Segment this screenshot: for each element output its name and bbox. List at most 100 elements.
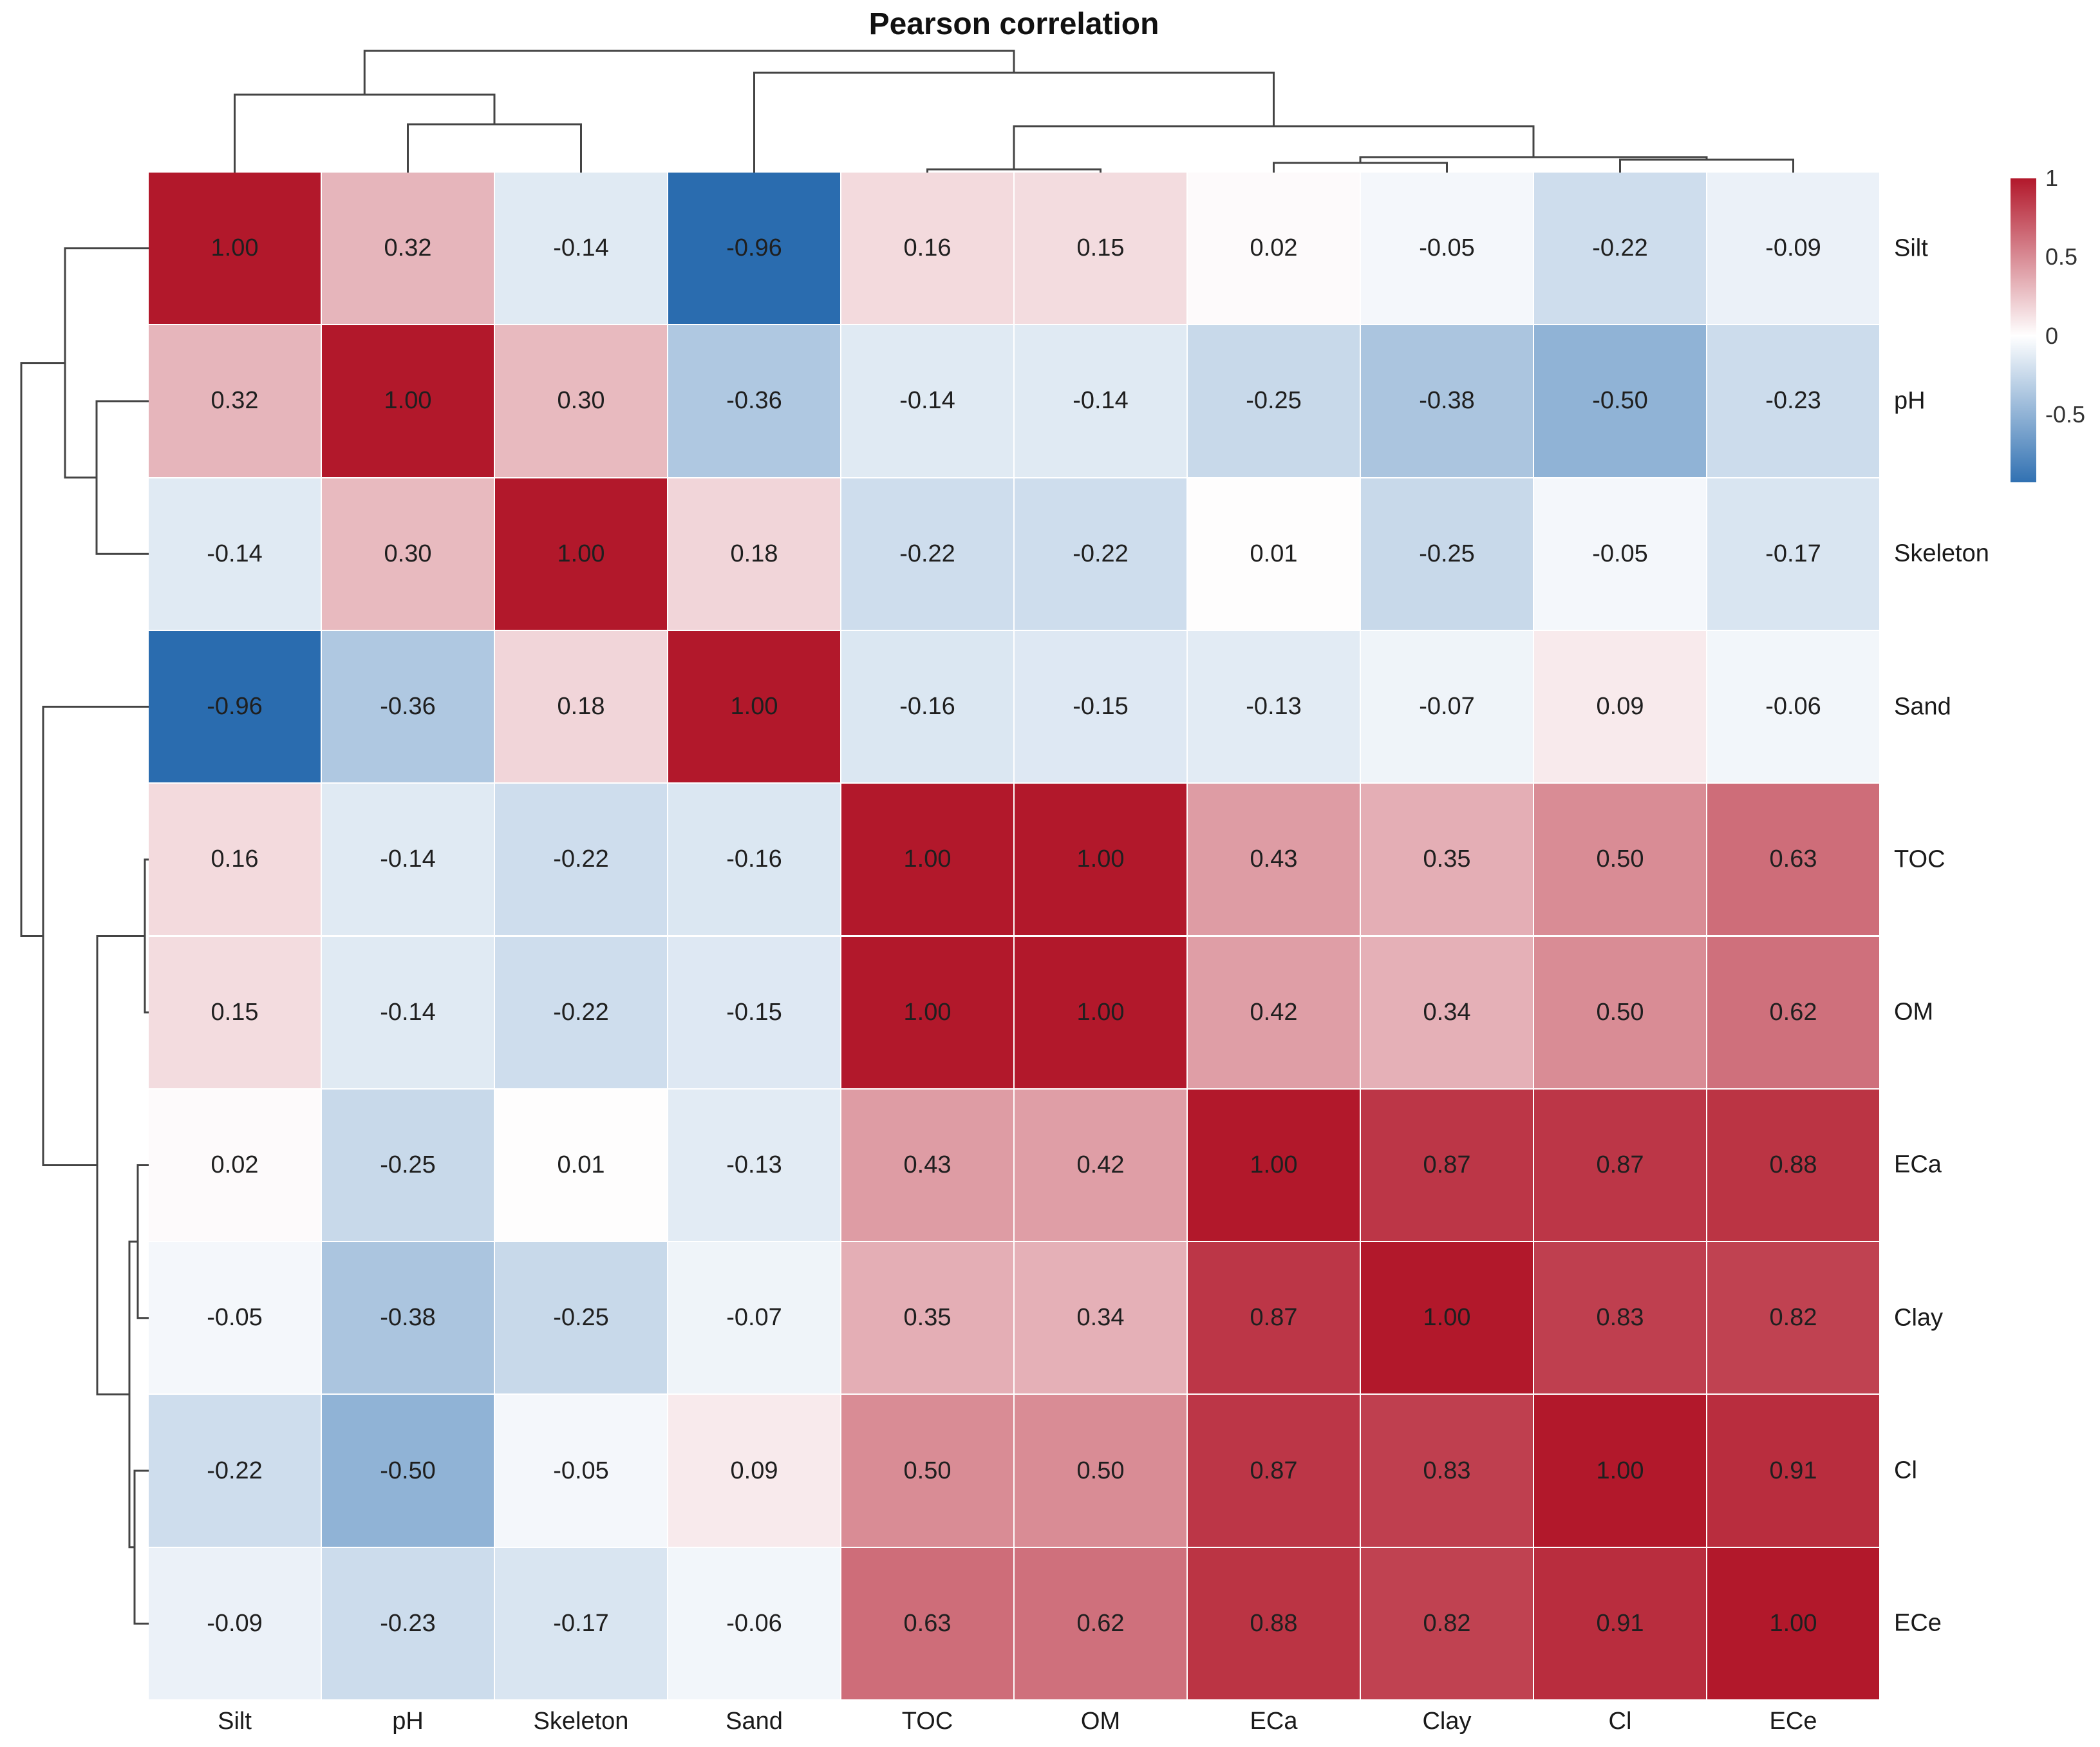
heatmap-cell-pH-Clay: -0.38 (1361, 325, 1533, 477)
heatmap-cell-Skeleton-Silt: -0.14 (149, 478, 321, 630)
col-label-ECe: ECe (1769, 1708, 1817, 1735)
col-label-ECa: ECa (1250, 1708, 1298, 1735)
row-label-TOC: TOC (1894, 845, 1945, 873)
heatmap-cell-ECe-Cl: 0.91 (1534, 1547, 1706, 1699)
heatmap-cell-TOC-Silt: 0.16 (149, 784, 321, 936)
row-label-Skeleton: Skeleton (1894, 540, 1989, 567)
heatmap-cell-TOC-TOC: 1.00 (841, 784, 1013, 936)
row-label-pH: pH (1894, 387, 1926, 415)
heatmap-cell-ECa-Cl: 0.87 (1534, 1089, 1706, 1242)
heatmap-cell-Sand-TOC: -0.16 (841, 630, 1013, 783)
heatmap-cell-TOC-Skeleton: -0.22 (495, 784, 667, 936)
heatmap-cell-ECa-Clay: 0.87 (1361, 1089, 1533, 1242)
heatmap-cell-Clay-Clay: 1.00 (1361, 1242, 1533, 1394)
heatmap-cell-Sand-pH: -0.36 (322, 630, 494, 783)
heatmap-cell-Skeleton-pH: 0.30 (322, 478, 494, 630)
heatmap-cell-Cl-Sand: 0.09 (668, 1395, 840, 1547)
heatmap-cell-Skeleton-Clay: -0.25 (1361, 478, 1533, 630)
heatmap-cell-ECe-ECe: 1.00 (1707, 1547, 1879, 1699)
heatmap-cell-Sand-Clay: -0.07 (1361, 630, 1533, 783)
heatmap-cell-Cl-pH: -0.50 (322, 1395, 494, 1547)
heatmap-cell-ECa-OM: 0.42 (1015, 1089, 1186, 1242)
heatmap-cell-Skeleton-ECe: -0.17 (1707, 478, 1879, 630)
row-label-ECa: ECa (1894, 1151, 1942, 1178)
color-legend-bar (2011, 178, 2036, 482)
legend-tick-0.5: 0.5 (2045, 243, 2078, 270)
heatmap-cell-Skeleton-ECa: 0.01 (1188, 478, 1360, 630)
heatmap-cell-OM-Skeleton: -0.22 (495, 936, 667, 1088)
col-label-OM: OM (1080, 1708, 1121, 1735)
heatmap-cell-Clay-TOC: 0.35 (841, 1242, 1013, 1394)
row-label-Cl: Cl (1894, 1457, 1917, 1484)
heatmap-cell-ECe-Silt: -0.09 (149, 1547, 321, 1699)
heatmap-cell-OM-TOC: 1.00 (841, 936, 1013, 1088)
heatmap-cell-Silt-TOC: 0.16 (841, 173, 1013, 325)
row-label-Clay: Clay (1894, 1304, 1944, 1332)
heatmap-cell-Clay-Skeleton: -0.25 (495, 1242, 667, 1394)
heatmap-cell-pH-OM: -0.14 (1015, 325, 1186, 477)
heatmap-cell-ECe-Skeleton: -0.17 (495, 1547, 667, 1699)
heatmap-cell-ECa-ECa: 1.00 (1188, 1089, 1360, 1242)
heatmap-cell-Sand-ECa: -0.13 (1188, 630, 1360, 783)
heatmap-cell-ECe-Clay: 0.82 (1361, 1547, 1533, 1699)
heatmap-cell-ECa-Sand: -0.13 (668, 1089, 840, 1242)
heatmap-cell-Skeleton-Cl: -0.05 (1534, 478, 1706, 630)
heatmap-cell-ECe-Sand: -0.06 (668, 1547, 840, 1699)
chart-title: Pearson correlation (868, 7, 1159, 41)
heatmap-cell-Sand-Sand: 1.00 (668, 630, 840, 783)
heatmap-cell-Silt-pH: 0.32 (322, 173, 494, 325)
heatmap-cell-ECa-pH: -0.25 (322, 1089, 494, 1242)
legend-tick-0: 0 (2045, 322, 2059, 349)
legend-tick--0.5: -0.5 (2045, 401, 2086, 428)
heatmap-cell-Clay-ECe: 0.82 (1707, 1242, 1879, 1394)
heatmap-cell-pH-Skeleton: 0.30 (495, 325, 667, 477)
heatmap-cell-pH-Cl: -0.50 (1534, 325, 1706, 477)
heatmap-cell-TOC-pH: -0.14 (322, 784, 494, 936)
heatmap-cell-Cl-Silt: -0.22 (149, 1395, 321, 1547)
heatmap-cell-ECe-TOC: 0.63 (841, 1547, 1013, 1699)
heatmap-cell-ECa-ECe: 0.88 (1707, 1089, 1879, 1242)
heatmap-cell-ECe-pH: -0.23 (322, 1547, 494, 1699)
col-label-pH: pH (392, 1708, 424, 1735)
heatmap-cell-Clay-Cl: 0.83 (1534, 1242, 1706, 1394)
row-label-OM: OM (1894, 998, 1934, 1026)
col-label-Clay: Clay (1422, 1708, 1472, 1735)
heatmap-cell-Clay-pH: -0.38 (322, 1242, 494, 1394)
row-label-Sand: Sand (1894, 693, 1951, 721)
heatmap-cell-TOC-Clay: 0.35 (1361, 784, 1533, 936)
heatmap-cell-TOC-Cl: 0.50 (1534, 784, 1706, 936)
heatmap-cell-pH-ECa: -0.25 (1188, 325, 1360, 477)
heatmap-cell-OM-Sand: -0.15 (668, 936, 840, 1088)
heatmap-cell-Silt-Skeleton: -0.14 (495, 173, 667, 325)
heatmap-cell-Silt-Clay: -0.05 (1361, 173, 1533, 325)
heatmap-cell-OM-Cl: 0.50 (1534, 936, 1706, 1088)
heatmap-cell-ECa-TOC: 0.43 (841, 1089, 1013, 1242)
heatmap-cell-Silt-OM: 0.15 (1015, 173, 1186, 325)
heatmap-cell-Cl-Cl: 1.00 (1534, 1395, 1706, 1547)
heatmap-cell-ECa-Skeleton: 0.01 (495, 1089, 667, 1242)
heatmap-cell-Skeleton-Skeleton: 1.00 (495, 478, 667, 630)
heatmap-cell-ECe-OM: 0.62 (1015, 1547, 1186, 1699)
heatmap-cell-Cl-ECa: 0.87 (1188, 1395, 1360, 1547)
col-label-Cl: Cl (1608, 1708, 1632, 1735)
heatmap-cell-Cl-TOC: 0.50 (841, 1395, 1013, 1547)
heatmap-cell-Sand-Cl: 0.09 (1534, 630, 1706, 783)
heatmap-cell-Cl-Clay: 0.83 (1361, 1395, 1533, 1547)
heatmap-cell-Cl-Skeleton: -0.05 (495, 1395, 667, 1547)
heatmap-cell-OM-ECe: 0.62 (1707, 936, 1879, 1088)
row-label-ECe: ECe (1894, 1609, 1942, 1637)
heatmap-cell-TOC-ECe: 0.63 (1707, 784, 1879, 936)
col-label-TOC: TOC (901, 1708, 953, 1735)
heatmap-cell-Silt-ECa: 0.02 (1188, 173, 1360, 325)
heatmap-cell-Clay-OM: 0.34 (1015, 1242, 1186, 1394)
legend-tick-1: 1 (2045, 165, 2059, 191)
heatmap-cell-pH-Sand: -0.36 (668, 325, 840, 477)
heatmap-cell-Silt-Silt: 1.00 (149, 173, 321, 325)
heatmap-cell-OM-OM: 1.00 (1015, 936, 1186, 1088)
heatmap-cell-pH-TOC: -0.14 (841, 325, 1013, 477)
heatmap-cell-OM-pH: -0.14 (322, 936, 494, 1088)
heatmap-cell-Clay-Sand: -0.07 (668, 1242, 840, 1394)
heatmap-cell-Skeleton-Sand: 0.18 (668, 478, 840, 630)
heatmap-cell-pH-ECe: -0.23 (1707, 325, 1879, 477)
